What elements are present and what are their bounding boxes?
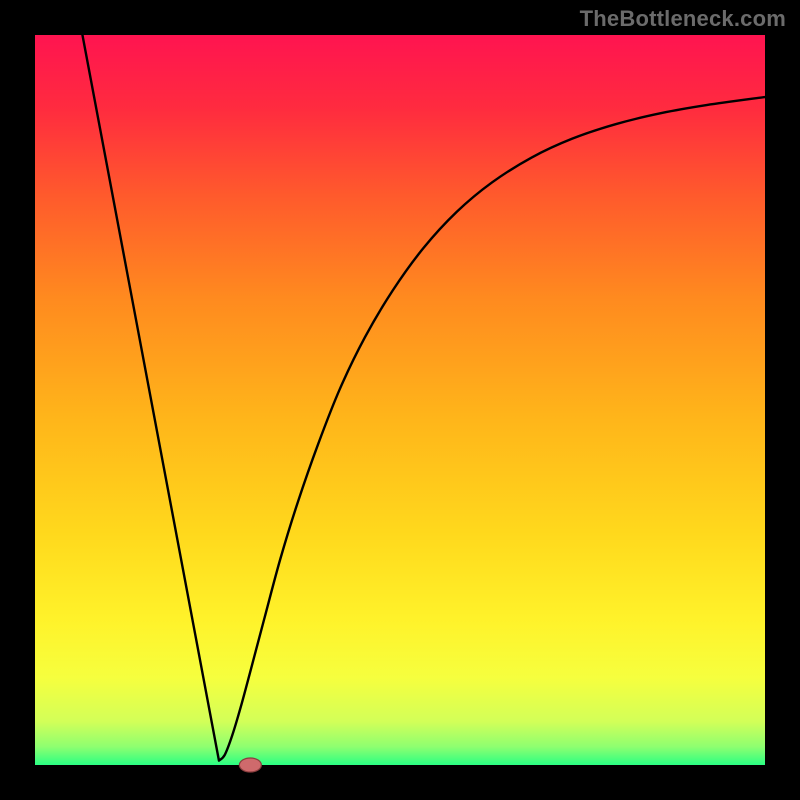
watermark-label: TheBottleneck.com — [580, 6, 786, 32]
bottleneck-chart — [0, 0, 800, 800]
chart-canvas: { "watermark": { "text": "TheBottleneck.… — [0, 0, 800, 800]
optimal-point-marker — [239, 758, 261, 772]
plot-background — [35, 35, 765, 765]
